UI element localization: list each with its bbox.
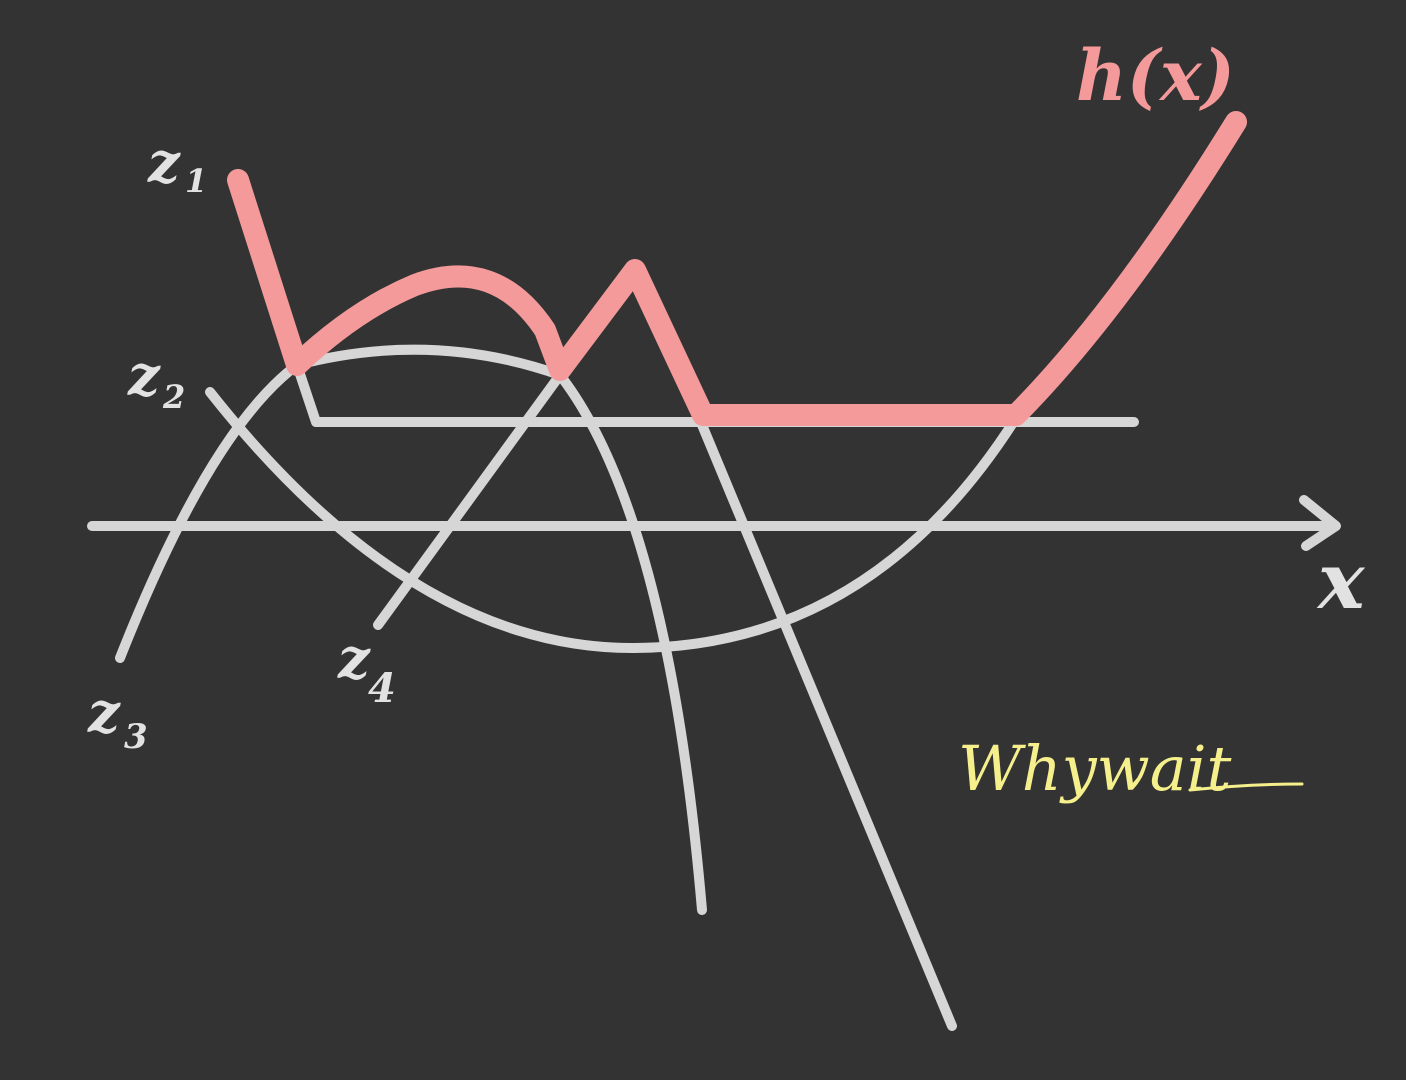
label-h-of-x: h(x): [1076, 34, 1235, 117]
label-z1-sub: 1: [185, 162, 207, 200]
label-z4: z 4: [337, 626, 396, 712]
label-z3-sub: 3: [124, 717, 148, 757]
curve-z3: [115, 344, 707, 915]
x-axis-arrowhead: [1299, 495, 1341, 551]
signature-text: Whywait: [958, 732, 1232, 805]
signature: Whywait: [958, 732, 1304, 805]
curve-z2: [205, 387, 1021, 653]
max-curve-h: [227, 111, 1247, 426]
label-z2-base: z: [127, 343, 161, 409]
signature-underline: [1188, 782, 1304, 792]
label-z2-sub: 2: [162, 378, 185, 416]
label-z4-sub: 4: [368, 665, 396, 712]
label-z1: z 1: [147, 130, 207, 200]
label-z2: z 2: [127, 343, 185, 416]
label-x-axis: x: [1316, 536, 1366, 627]
label-z3: z 3: [87, 680, 148, 757]
label-z4-base: z: [337, 626, 371, 692]
label-z3-base: z: [87, 680, 121, 746]
x-axis: [87, 495, 1341, 551]
label-z1-base: z: [147, 130, 181, 196]
